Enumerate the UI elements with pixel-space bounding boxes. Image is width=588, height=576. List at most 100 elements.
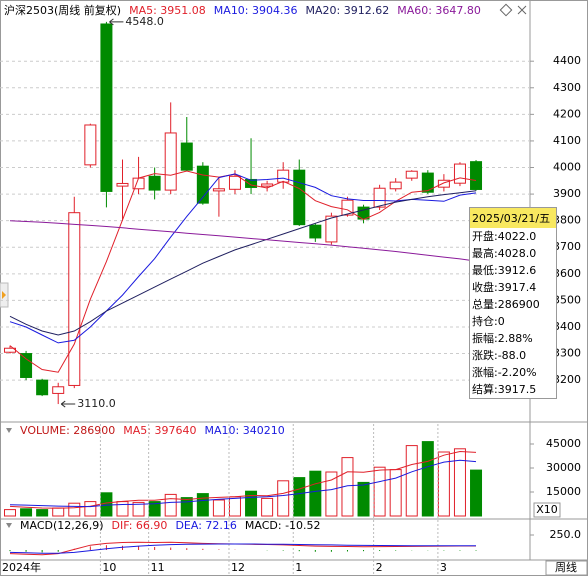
line <box>9 459 477 508</box>
y-tick-label: 3400 <box>553 320 581 333</box>
panel-icon <box>6 523 12 528</box>
info-title: 2025/03/21/五 <box>470 208 556 228</box>
volume-bar <box>325 471 338 517</box>
volume-bar <box>261 497 274 517</box>
info-row: 持仓:0 <box>472 315 505 328</box>
candle-body <box>164 132 177 191</box>
volume-bar <box>164 493 177 517</box>
candle-body <box>437 179 450 188</box>
period-box <box>545 560 588 576</box>
y-tick-label: 4000 <box>553 161 581 174</box>
volume-bar <box>228 496 241 517</box>
volume-bar <box>245 490 258 517</box>
candle-body <box>100 23 113 192</box>
candle-body <box>148 175 161 191</box>
volume-bar <box>36 509 49 517</box>
y-tick-label: 4400 <box>553 54 581 67</box>
volume-bar <box>4 509 16 517</box>
volume-bar <box>405 445 418 517</box>
legend-entry: MA5: 3951.08 <box>129 4 206 17</box>
volume-bar <box>132 501 145 517</box>
legend-entry: MA60: 3647.80 <box>397 4 481 17</box>
info-row: 总量:286900 <box>472 298 540 311</box>
y-tick-label: 4200 <box>553 107 581 120</box>
candle-body <box>245 178 258 188</box>
panel-icon <box>6 428 12 433</box>
candle-body <box>293 169 306 226</box>
y-tick-label: 3700 <box>553 240 581 253</box>
candle-body <box>421 172 434 193</box>
legend-entry: VOLUME: 286900 <box>20 424 115 437</box>
legend-entry: MA10: 340210 <box>204 424 284 437</box>
annotation-arrow <box>60 400 76 408</box>
legend-entry: DEA: 72.16 <box>175 519 236 532</box>
period-label: 周线 <box>555 560 577 574</box>
volume-bar <box>52 507 65 517</box>
info-row: 结算:3917.5 <box>472 383 537 396</box>
volume-bar <box>470 469 483 517</box>
candle-body <box>212 188 225 192</box>
candle-body <box>470 161 483 190</box>
volume-bar <box>84 501 97 517</box>
y-tick-label: 45000 <box>546 437 581 450</box>
x-tick-label: 1 <box>295 561 302 574</box>
volume-bar <box>373 466 386 517</box>
info-row: 最低:3912.6 <box>472 264 537 277</box>
y-tick-label: 3300 <box>553 347 581 360</box>
legend-entry: 沪深2503(周线 前复权) <box>4 3 121 17</box>
legend-entry: MA20: 3912.62 <box>306 4 390 17</box>
line <box>9 173 477 344</box>
candle-body <box>453 163 466 184</box>
volume-bar <box>100 492 113 517</box>
volume-bar <box>180 497 193 517</box>
unit-label: X10 <box>536 503 558 516</box>
close-icon[interactable] <box>517 5 527 15</box>
candle-body <box>341 199 354 216</box>
volume-bar <box>116 501 129 517</box>
volume-bar <box>453 448 466 517</box>
candle-body <box>309 224 322 239</box>
y-tick-label: 4300 <box>553 81 581 94</box>
candle-body <box>228 175 241 190</box>
line <box>9 170 477 373</box>
icon[interactable] <box>499 3 513 17</box>
info-row: 收盘:3917.4 <box>472 281 537 294</box>
candle-body <box>68 212 81 386</box>
info-box: 2025/03/21/五 开盘:4022.0 最高:4028.0 最低:3912.6 收… <box>469 207 557 399</box>
line <box>9 220 477 262</box>
y-tick-label: 4100 <box>553 134 581 147</box>
annotation: 4548.0 <box>125 15 164 28</box>
candle-body <box>261 183 274 187</box>
legend-entry: MA5: 397640 <box>123 424 196 437</box>
volume-bar <box>20 508 33 517</box>
line <box>9 190 477 336</box>
x-tick-label: 2 <box>376 561 383 574</box>
info-row: 涨跌:-88.0 <box>472 349 527 362</box>
volume-bar <box>309 470 322 517</box>
candle-body <box>84 124 97 166</box>
y-tick-label: 3600 <box>553 267 581 280</box>
volume-bar <box>68 502 81 517</box>
annotation-arrow <box>109 18 124 26</box>
candle-body <box>405 170 418 179</box>
line <box>9 543 476 554</box>
y-tick-label: 30000 <box>546 461 581 474</box>
annotation: 3110.0 <box>77 397 116 410</box>
x-tick-label: 12 <box>231 561 245 574</box>
x-tick-label: 11 <box>151 561 165 574</box>
x-tick-label: 10 <box>102 561 116 574</box>
volume-bar <box>212 499 225 517</box>
legend-entry: MACD: -10.52 <box>245 519 321 532</box>
volume-bar <box>277 480 290 517</box>
candle-body <box>180 142 193 171</box>
candle-body <box>373 187 386 208</box>
candle-body <box>116 182 129 187</box>
unit-box <box>533 502 561 518</box>
info-row: 开盘:4022.0 <box>472 230 537 243</box>
volume-bar <box>293 477 306 517</box>
x-tick-label: 2024年 <box>2 560 41 574</box>
candle-body <box>36 379 49 396</box>
y-tick-label: 250.0 <box>550 528 582 541</box>
side-tab-arrow <box>2 291 6 299</box>
